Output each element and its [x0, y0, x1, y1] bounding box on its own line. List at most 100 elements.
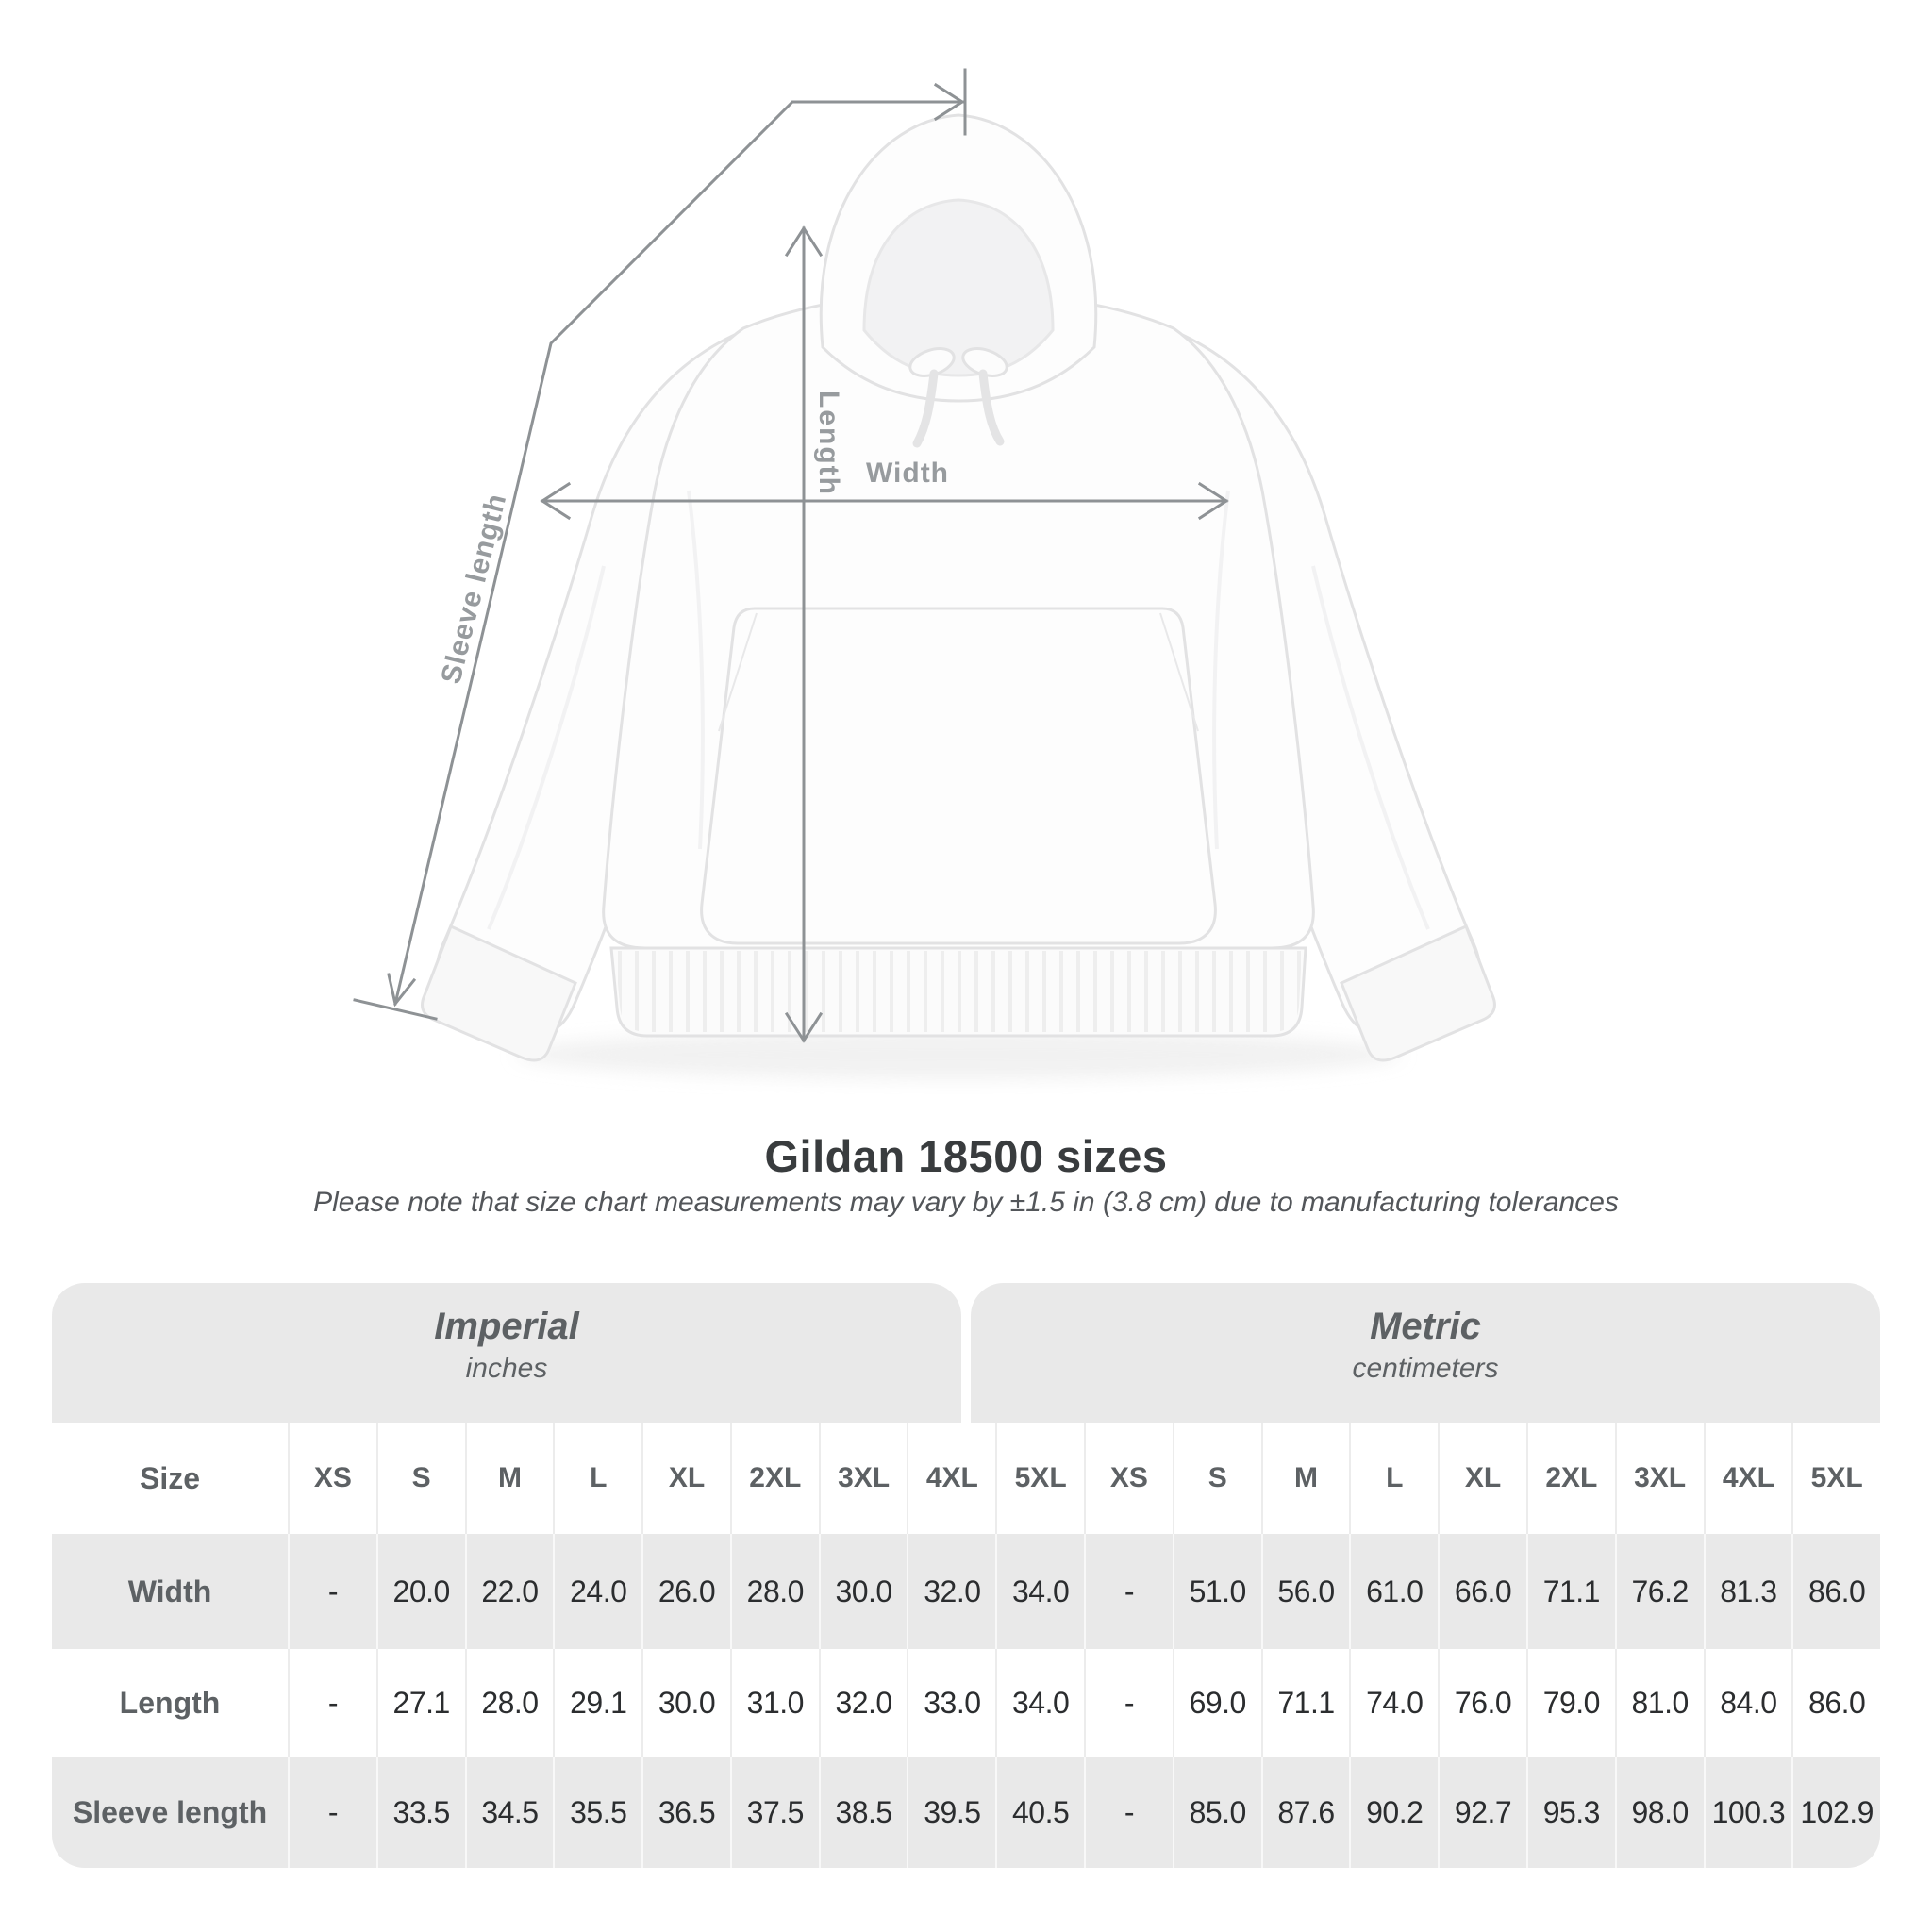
value-cell: 90.2 [1349, 1757, 1438, 1868]
value-cell: - [1084, 1649, 1173, 1757]
imperial-header: Imperial inches [52, 1283, 961, 1423]
size-header-cell: M [1260, 1423, 1350, 1534]
row-label: Length [119, 1685, 221, 1720]
table-row-length: Length - 27.1 28.0 29.1 30.0 31.0 32.0 3… [52, 1649, 1880, 1757]
metric-header: Metric centimeters [971, 1283, 1880, 1423]
length-dimension-label: Length [813, 391, 844, 496]
value-cell: 86.0 [1791, 1649, 1880, 1757]
imperial-unit: inches [465, 1353, 548, 1384]
size-header-cell: S [1172, 1423, 1261, 1534]
size-header-cell: 3XL [818, 1423, 908, 1534]
value-cell: - [288, 1649, 376, 1757]
value-cell: 76.0 [1438, 1649, 1526, 1757]
size-header-cell: S [375, 1423, 465, 1534]
value-cell: 69.0 [1172, 1649, 1261, 1757]
value-cell: 28.0 [729, 1534, 819, 1649]
value-cell: 87.6 [1260, 1757, 1350, 1868]
hood-opening [862, 198, 1055, 377]
value-cell: 74.0 [1349, 1649, 1438, 1757]
size-column-header: Size [139, 1460, 201, 1495]
page-title: Gildan 18500 sizes [764, 1131, 1168, 1181]
value-cell: 92.7 [1438, 1757, 1526, 1868]
value-cell: 33.5 [375, 1757, 465, 1868]
value-cell: 100.3 [1703, 1757, 1792, 1868]
size-header-cell: M [464, 1423, 554, 1534]
row-label: Sleeve length [72, 1794, 268, 1829]
value-cell: 81.0 [1614, 1649, 1704, 1757]
hem-rib [615, 951, 1302, 1032]
size-header-cell: XL [1438, 1423, 1526, 1534]
value-cell: 61.0 [1349, 1534, 1438, 1649]
size-header-cell: 4XL [1703, 1423, 1792, 1534]
right-cuff [1340, 924, 1496, 1062]
size-header-cell: 3XL [1614, 1423, 1704, 1534]
size-header-cell: 4XL [907, 1423, 995, 1534]
value-cell: 102.9 [1791, 1757, 1880, 1868]
length-arrow [784, 225, 824, 1043]
value-cell: 32.0 [907, 1534, 995, 1649]
value-cell: 24.0 [553, 1534, 641, 1649]
kangaroo-pocket [700, 607, 1217, 945]
value-cell: - [1084, 1534, 1173, 1649]
value-cell: 36.5 [641, 1757, 730, 1868]
size-header-cell: 2XL [1525, 1423, 1615, 1534]
value-cell: 71.1 [1260, 1649, 1350, 1757]
ground-shadow [515, 1030, 1402, 1079]
value-cell: 34.5 [464, 1757, 554, 1868]
value-cell: 34.0 [995, 1649, 1084, 1757]
value-cell: 66.0 [1438, 1534, 1526, 1649]
value-cell: 31.0 [729, 1649, 819, 1757]
size-header-cell: XS [288, 1423, 376, 1534]
value-cell: 26.0 [641, 1534, 730, 1649]
value-cell: 30.0 [818, 1534, 908, 1649]
width-arrow [540, 481, 1229, 521]
value-cell: 39.5 [907, 1757, 995, 1868]
value-cell: - [1084, 1757, 1173, 1868]
size-table: Imperial inches Metric centimeters Size … [52, 1283, 1880, 1868]
value-cell: 29.1 [553, 1649, 641, 1757]
size-header-cell: L [553, 1423, 641, 1534]
table-row-width: Width - 20.0 22.0 24.0 26.0 28.0 30.0 32… [52, 1534, 1880, 1649]
value-cell: 20.0 [375, 1534, 465, 1649]
value-cell: 27.1 [375, 1649, 465, 1757]
value-cell: 51.0 [1172, 1534, 1261, 1649]
value-cell: 84.0 [1703, 1649, 1792, 1757]
hoodie-garment [421, 113, 1496, 1062]
left-cuff [421, 924, 577, 1062]
value-cell: 30.0 [641, 1649, 730, 1757]
hoodie-illustration [353, 68, 1496, 1079]
imperial-title: Imperial [434, 1306, 579, 1347]
pocket-seams [718, 612, 1199, 732]
value-cell: 34.0 [995, 1534, 1084, 1649]
value-cell: 81.3 [1703, 1534, 1792, 1649]
hoodie-measurement-diagram: Length Width Sleeve length [353, 68, 1496, 1079]
width-dimension-label: Width [865, 458, 950, 489]
table-row-sleeve-length: Sleeve length - 33.5 34.5 35.5 36.5 37.5… [52, 1757, 1880, 1868]
value-cell: 32.0 [818, 1649, 908, 1757]
metric-title: Metric [1370, 1306, 1481, 1347]
value-cell: 40.5 [995, 1757, 1084, 1868]
size-header-cell: 5XL [995, 1423, 1084, 1534]
value-cell: - [288, 1757, 376, 1868]
value-cell: 33.0 [907, 1649, 995, 1757]
fold-lines [487, 490, 1430, 930]
value-cell: 79.0 [1525, 1649, 1615, 1757]
value-cell: 98.0 [1614, 1757, 1704, 1868]
size-header-cell: L [1349, 1423, 1438, 1534]
size-header-cell: XS [1084, 1423, 1173, 1534]
value-cell: 86.0 [1791, 1534, 1880, 1649]
value-cell: 37.5 [729, 1757, 819, 1868]
size-header-cell: XL [641, 1423, 730, 1534]
size-header-cell: 5XL [1791, 1423, 1880, 1534]
value-cell: 76.2 [1614, 1534, 1704, 1649]
value-cell: 28.0 [464, 1649, 554, 1757]
value-cell: 85.0 [1172, 1757, 1261, 1868]
value-cell: - [288, 1534, 376, 1649]
drawstrings [908, 347, 1008, 448]
tolerance-note: Please note that size chart measurements… [313, 1187, 1619, 1218]
unit-header-band: Imperial inches Metric centimeters [52, 1283, 1880, 1423]
value-cell: 71.1 [1525, 1534, 1615, 1649]
size-header-cell: 2XL [729, 1423, 819, 1534]
metric-unit: centimeters [1352, 1353, 1499, 1384]
